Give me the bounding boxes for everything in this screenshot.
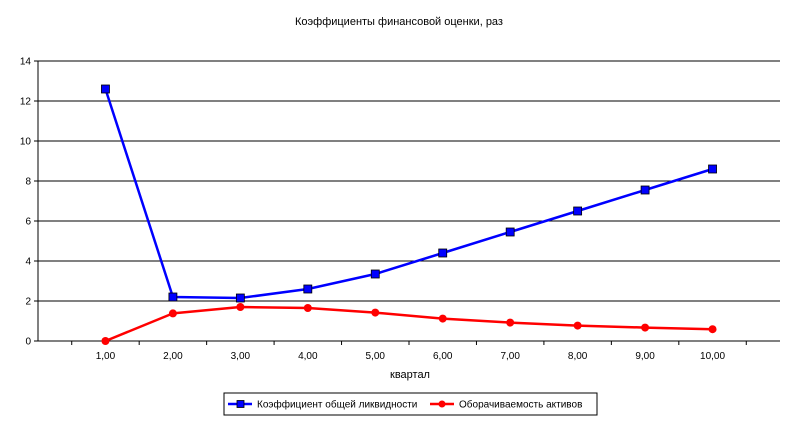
data-point: [235, 293, 245, 303]
y-tick-label: 2: [25, 297, 31, 308]
data-point: [640, 185, 650, 195]
data-point: [236, 303, 245, 311]
data-point: [303, 304, 312, 312]
y-tick-labels: 0 2 4 6 8 10 12 14: [20, 57, 32, 348]
grid-lines: [38, 60, 780, 302]
x-tick-label: 5,00: [366, 351, 386, 362]
series-line: [104, 305, 713, 343]
data-point: [505, 227, 515, 237]
data-point: [573, 321, 582, 330]
y-tick-label: 6: [25, 217, 31, 228]
data-point: [641, 323, 650, 332]
data-point: [438, 248, 448, 258]
data-point: [708, 164, 717, 174]
data-point: [168, 292, 178, 302]
x-tick-label: 9,00: [635, 351, 655, 362]
data-point: [708, 325, 717, 334]
data-point: [573, 206, 583, 216]
legend-box: [223, 392, 598, 416]
data-point: [438, 314, 447, 323]
x-tick-label: 7,00: [500, 351, 520, 362]
legend-label: Оборачиваемость активов: [459, 399, 582, 411]
axes: [34, 60, 780, 345]
legend: Коэффициент общей ликвидности Оборачиваем…: [223, 392, 598, 416]
x-tick-label: 2,00: [163, 351, 183, 362]
legend-label: Коэффициент общей ликвидности: [257, 399, 417, 411]
legend-marker: [236, 400, 245, 408]
x-tick-label: 10,00: [700, 351, 725, 362]
y-tick-label: 0: [25, 337, 31, 348]
series-1: [101, 84, 717, 303]
x-tick-labels: 1,00 2,00 3,00 4,00 5,00 6,00 7,00 8,00 9,00 10,0…: [96, 351, 726, 362]
x-tick-label: 1,00: [96, 351, 116, 362]
x-tick-label: 8,00: [568, 351, 588, 362]
y-tick-label: 12: [20, 97, 32, 108]
data-point: [168, 309, 177, 318]
series-group: [101, 84, 717, 345]
y-tick-label: 4: [25, 257, 31, 268]
data-point: [101, 84, 110, 94]
x-tick-label: 3,00: [231, 351, 251, 362]
y-tick-label: 10: [20, 137, 32, 148]
y-tick-label: 8: [25, 177, 31, 188]
chart-title: Коэффициенты финансовой оценки, раз: [295, 16, 503, 28]
data-point: [506, 318, 515, 327]
legend-marker: [438, 400, 446, 408]
y-tick-label: 14: [20, 57, 32, 68]
x-tick-label: 6,00: [433, 351, 453, 362]
series-2: [101, 303, 717, 345]
data-point: [303, 284, 313, 294]
data-point: [101, 337, 110, 345]
data-point: [370, 269, 380, 279]
series-line: [104, 88, 713, 300]
x-tick-label: 4,00: [298, 351, 318, 362]
x-axis-label: квартал: [390, 369, 430, 381]
data-point: [371, 308, 380, 317]
